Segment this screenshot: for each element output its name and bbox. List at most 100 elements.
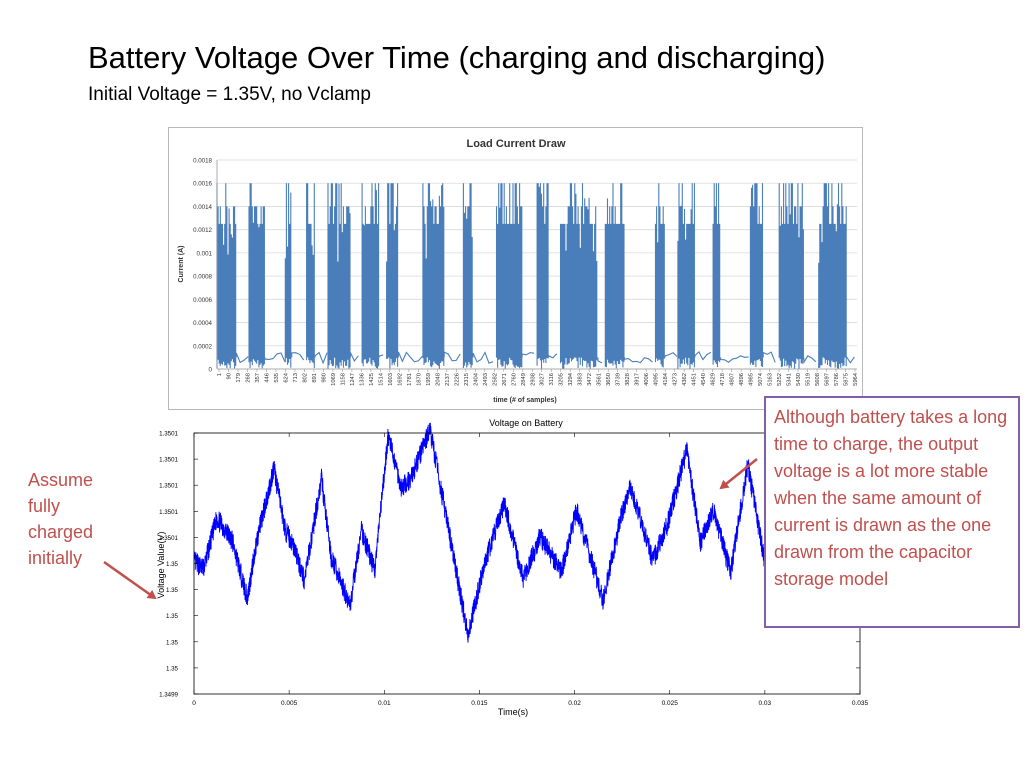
chart1-x-tick-label: 1158 <box>340 373 346 385</box>
chart1-idle-segment <box>378 354 384 358</box>
chart1-x-tick-label: 4807 <box>730 373 736 386</box>
chart1-x-tick-label: 2671 <box>502 373 508 386</box>
chart1-x-tick-label: 4896 <box>739 373 745 386</box>
chart1-y-tick-label: 0.001 <box>197 250 213 257</box>
chart1-x-tick-label: 1603 <box>388 373 394 386</box>
chart1-burst-segment <box>386 183 399 369</box>
chart2-y-tick-label: 1.3501 <box>159 509 178 516</box>
chart2-ylabel: Voltage Value(V) <box>156 532 166 599</box>
chart2-y-tick-label: 1.3499 <box>159 692 178 699</box>
chart1-x-tick-label: 4095 <box>654 373 660 386</box>
chart1-x-tick-label: 5430 <box>796 373 802 386</box>
chart2-y-tick-label: 1.3501 <box>159 457 178 464</box>
chart1-x-tick-label: 2849 <box>521 373 527 386</box>
chart1-y-tick-label: 0.0008 <box>193 274 212 281</box>
chart2-x-tick-label: 0.025 <box>662 700 679 707</box>
chart1-x-tick-label: 802 <box>302 373 308 383</box>
chart1-y-tick-label: 0.0004 <box>193 320 212 327</box>
chart1-idle-segment <box>235 352 249 364</box>
chart1-x-tick-label: 2760 <box>511 373 517 386</box>
chart1-x-tick-label: 535 <box>274 373 280 383</box>
chart1-idle-segment <box>521 352 535 358</box>
chart1-x-tick-label: 1514 <box>378 372 384 386</box>
chart1-y-tick-label: 0.0002 <box>193 343 212 350</box>
chart1-x-tick-label: 4540 <box>701 373 707 386</box>
chart1-x-tick-label: 713 <box>293 373 299 383</box>
chart1-x-tick-label: 3561 <box>597 373 603 386</box>
chart1-x-tick-label: 1069 <box>331 373 337 386</box>
chart1-y-tick-label: 0.0012 <box>193 227 212 234</box>
chart1-x-tick-label: 1781 <box>407 373 413 386</box>
chart1-x-tick-label: 4985 <box>749 373 755 386</box>
chart1-idle-segment <box>548 353 558 359</box>
load-current-chart-frame: Load Current Draw Current (A) time (# of… <box>168 127 863 410</box>
chart1-title: Load Current Draw <box>466 138 565 150</box>
chart1-x-tick-label: 3828 <box>625 373 631 386</box>
chart1-burst-segment <box>654 183 665 368</box>
chart1-x-tick-label: 4629 <box>711 373 717 386</box>
chart1-burst-segment <box>284 183 292 368</box>
chart2-voltage-line <box>193 422 770 643</box>
chart1-x-tick-label: 3650 <box>606 373 612 386</box>
chart1-x-tick-label: 5252 <box>777 373 783 386</box>
chart2-y-tick-label: 1.3501 <box>159 431 178 438</box>
chart1-x-tick-label: 2404 <box>473 372 479 386</box>
chart1-idle-segment <box>314 351 328 365</box>
chart1-idle-segment <box>291 352 305 361</box>
chart1-burst-segment <box>712 183 721 368</box>
chart2-x-tick-label: 0.035 <box>852 700 869 707</box>
chart1-idle-segment <box>623 357 653 364</box>
chart1-x-tick-label: 3917 <box>635 373 641 386</box>
chart2-x-tick-label: 0.005 <box>281 700 298 707</box>
chart1-burst-segment <box>422 183 445 369</box>
chart1-x-tick-label: 1959 <box>426 373 432 386</box>
chart1-idle-segment <box>349 352 359 362</box>
chart1-x-tick-label: 2315 <box>464 373 470 386</box>
chart1-x-tick-label: 4451 <box>692 373 698 386</box>
chart1-x-tick-label: 1692 <box>397 373 403 386</box>
chart1-xlabel: time (# of samples) <box>493 397 556 404</box>
chart2-y-tick-label: 1.35 <box>166 561 179 568</box>
chart1-x-tick-label: 3027 <box>540 373 546 386</box>
chart1-x-tick-label: 179 <box>236 373 242 383</box>
chart2-y-tick-label: 1.35 <box>166 613 179 620</box>
chart1-x-tick-label: 3294 <box>568 372 574 386</box>
chart1-y-tick-label: 0.0016 <box>193 181 212 188</box>
chart1-x-tick-label: 4362 <box>682 373 688 386</box>
chart1-y-tick-label: 0.0014 <box>193 204 212 211</box>
chart1-x-tick-label: 2137 <box>445 373 451 386</box>
chart1-idle-segment <box>397 351 423 363</box>
chart1-y-tick-label: 0.0018 <box>193 158 212 165</box>
chart1-idle-segment <box>664 352 678 358</box>
chart1-burst-segment <box>778 183 804 369</box>
chart1-burst-segment <box>361 183 380 369</box>
chart1-idle-segment <box>597 357 603 364</box>
chart1-burst-segment <box>462 183 473 368</box>
chart1-x-tick-label: 2048 <box>435 373 441 386</box>
chart1-idle-segment <box>845 354 855 364</box>
chart1-idle-segment <box>264 352 286 363</box>
chart2-y-tick-label: 1.3501 <box>159 483 178 490</box>
chart1-burst-segment <box>306 183 315 368</box>
chart1-y-tick-label: 0.0006 <box>193 297 212 304</box>
chart1-x-tick-label: 1870 <box>416 373 422 386</box>
chart2-x-tick-label: 0.03 <box>759 700 772 707</box>
chart1-x-tick-label: 3739 <box>616 373 622 386</box>
chart1-x-tick-label: 1336 <box>359 373 365 386</box>
chart2-y-tick-label: 1.35 <box>166 639 179 646</box>
chart1-x-tick-label: 5697 <box>825 373 831 386</box>
chart1-x-tick-label: 2582 <box>492 373 498 386</box>
chart1-idle-segment <box>762 351 776 363</box>
slide-subtitle: Initial Voltage = 1.35V, no Vclamp <box>88 84 371 105</box>
chart1-x-tick-label: 90 <box>226 373 232 379</box>
chart1-x-tick-label: 2493 <box>483 373 489 386</box>
chart2-title: Voltage on Battery <box>489 418 563 428</box>
chart1-x-tick-label: 4273 <box>673 373 679 386</box>
chart1-burst-segment <box>248 183 265 369</box>
chart1-x-tick-label: 5163 <box>768 373 774 386</box>
chart2-x-tick-label: 0.02 <box>568 700 581 707</box>
chart1-x-tick-label: 1247 <box>350 373 356 386</box>
chart1-x-tick-label: 3472 <box>587 373 593 386</box>
chart1-x-tick-label: 268 <box>245 373 251 383</box>
annotation-stability-note: Although battery takes a long time to ch… <box>764 396 1020 628</box>
